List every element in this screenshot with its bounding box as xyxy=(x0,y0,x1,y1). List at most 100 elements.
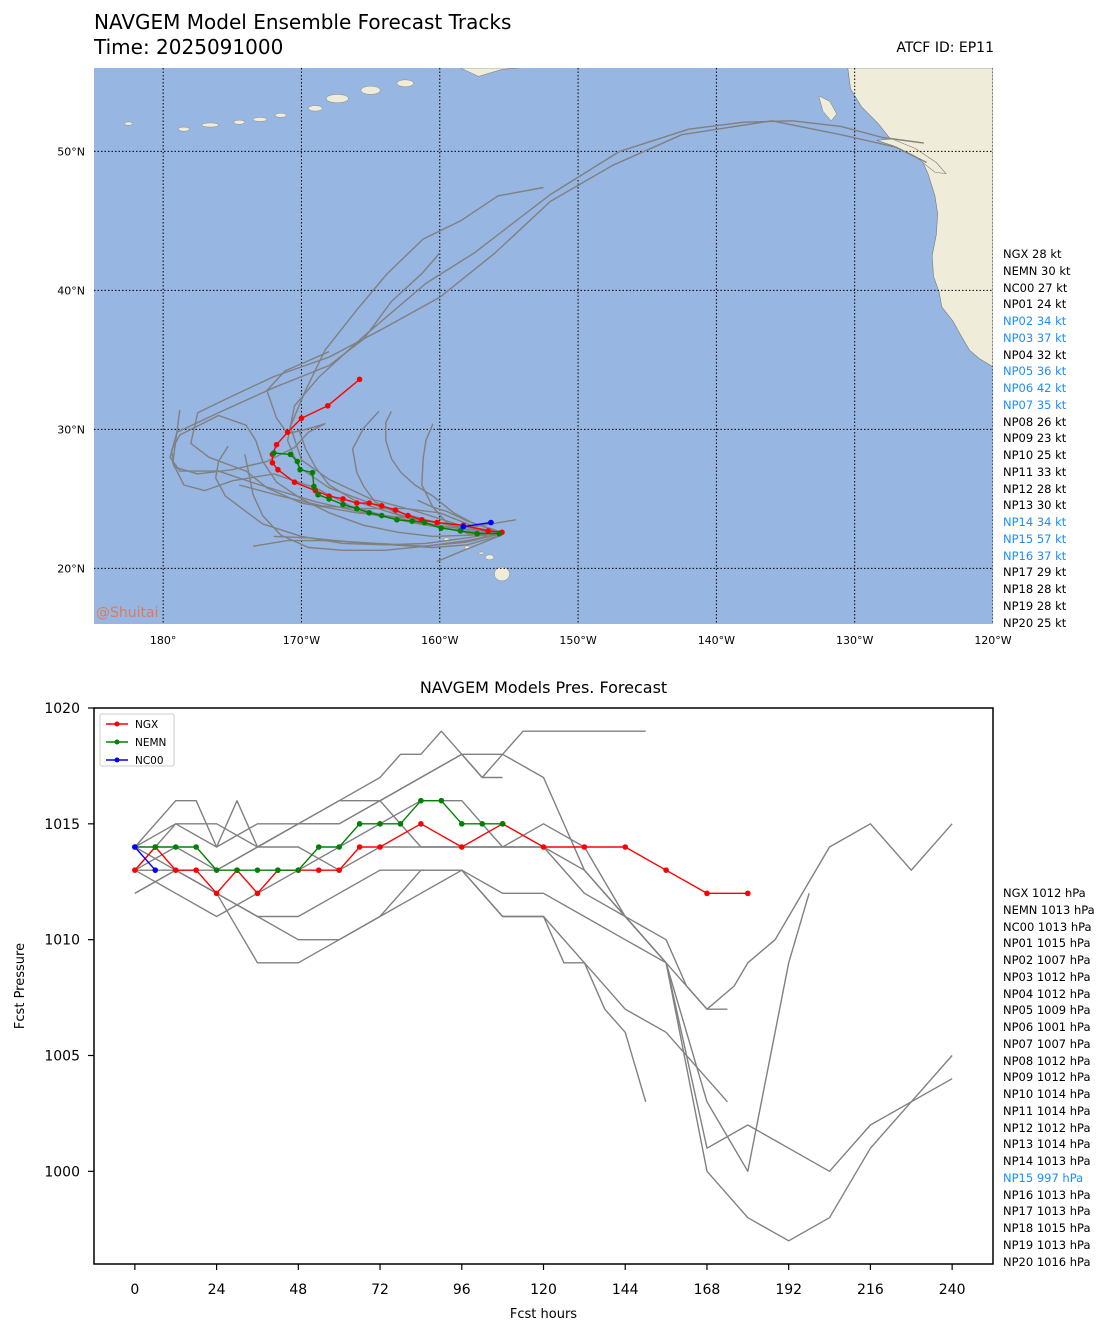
legend-marker-ngx xyxy=(114,721,120,727)
track-np16 xyxy=(436,534,503,563)
pressure-point-ngx xyxy=(356,844,363,850)
track-point-nemn xyxy=(297,466,303,473)
aleutian-island xyxy=(274,112,287,118)
track-point-ngx xyxy=(269,459,276,466)
track-point-nemn xyxy=(496,530,503,537)
aleutian-island xyxy=(396,79,414,87)
pressure-point-ngx xyxy=(336,867,342,873)
aleutian-island xyxy=(308,105,323,112)
pressure-point-ngx xyxy=(213,890,220,897)
track-legend-item: NP04 32 kt xyxy=(1003,347,1067,362)
track-legend-item: NGX 28 kt xyxy=(1003,247,1062,261)
track-legend-item: NP10 25 kt xyxy=(1003,448,1067,462)
track-point-ngx xyxy=(275,466,281,473)
track-legend-item: NP11 33 kt xyxy=(1003,464,1067,479)
pressure-point-nemn xyxy=(356,821,363,827)
track-point-nemn xyxy=(309,469,316,476)
x-tick-label: 120 xyxy=(530,1282,557,1298)
track-legend-item: NP20 25 kt xyxy=(1003,615,1067,630)
lon-tick-label: 140°W xyxy=(698,634,735,647)
pressure-point-nemn xyxy=(275,867,281,873)
pressure-legend-item: NP19 1013 hPa xyxy=(1003,1237,1091,1252)
legend-label-ngx: NGX xyxy=(135,719,158,731)
x-axis-label: Fcst hours xyxy=(510,1307,577,1322)
x-tick-label: 0 xyxy=(130,1282,139,1298)
pressure-point-nemn xyxy=(377,821,383,827)
pressure-line-nc00 xyxy=(134,846,156,871)
x-tick-label: 240 xyxy=(939,1282,966,1298)
x-tick-label: 192 xyxy=(775,1282,802,1298)
pressure-line-np06 xyxy=(134,846,647,1102)
lat-tick-label: 30°N xyxy=(57,423,85,436)
track-np05 xyxy=(215,445,503,546)
pressure-point-ngx xyxy=(377,844,383,850)
pressure-point-nemn xyxy=(193,844,199,850)
pressure-point-nemn xyxy=(397,821,404,827)
pressure-line-ngx xyxy=(134,823,748,894)
pressure-legend-item: NEMN 1013 hPa xyxy=(1003,902,1095,917)
lon-tick-label: 170°W xyxy=(283,634,320,647)
track-legend-item: NP01 24 kt xyxy=(1003,297,1067,312)
pressure-legend-item: NP13 1014 hPa xyxy=(1003,1137,1091,1152)
track-legend-item: NP02 34 kt xyxy=(1003,314,1067,328)
track-legend-item: NP13 30 kt xyxy=(1003,498,1067,513)
track-point-nc00 xyxy=(488,519,494,526)
track-point-nemn xyxy=(287,451,294,458)
pressure-legend-item: NP04 1012 hPa xyxy=(1003,986,1091,1001)
track-legend-item: NP09 23 kt xyxy=(1003,431,1067,446)
pressure-legend-box xyxy=(99,713,175,767)
track-point-nemn xyxy=(394,516,400,523)
track-point-ngx xyxy=(366,500,373,506)
aleutian-island xyxy=(178,126,190,132)
pressure-point-nemn xyxy=(438,797,445,804)
track-ngx xyxy=(271,378,503,533)
aleutian-island xyxy=(124,121,133,126)
track-point-ngx xyxy=(273,441,280,448)
north-america-land xyxy=(847,68,993,368)
pressure-legend-item: NP16 1013 hPa xyxy=(1003,1187,1091,1202)
track-point-ngx xyxy=(434,519,440,526)
x-tick-label: 144 xyxy=(612,1282,639,1298)
y-tick-label: 1015 xyxy=(44,817,80,833)
pressure-legend-item: NP05 1009 hPa xyxy=(1003,1003,1091,1018)
lon-tick-label: 130°W xyxy=(836,634,873,647)
track-point-ngx xyxy=(291,479,298,486)
track-np15 xyxy=(273,534,503,549)
x-tick-label: 72 xyxy=(371,1282,389,1298)
track-legend-item: NP07 35 kt xyxy=(1003,397,1067,412)
pressure-line-nemn xyxy=(134,800,503,871)
pressure-legend-item: NP08 1012 hPa xyxy=(1003,1053,1091,1068)
track-point-ngx xyxy=(353,500,360,506)
pressure-legend-item: NP20 1016 hPa xyxy=(1003,1254,1091,1269)
track-legend-item: NP16 37 kt xyxy=(1003,548,1067,563)
lat-tick-label: 20°N xyxy=(57,562,85,575)
track-np02 xyxy=(190,120,927,533)
legend-label-nemn: NEMN xyxy=(135,737,166,749)
pressure-legend-item: NP15 997 hPa xyxy=(1003,1170,1084,1185)
pressure-line-np02 xyxy=(134,800,953,1172)
aleutian-island xyxy=(326,94,349,103)
pressure-line-np01 xyxy=(134,800,810,1172)
pressure-legend-item: NP10 1014 hPa xyxy=(1003,1087,1091,1101)
pressure-legend-item: NP03 1012 hPa xyxy=(1003,969,1091,984)
lat-tick-label: 50°N xyxy=(57,145,85,158)
legend-label-nc00: NC00 xyxy=(135,755,164,767)
track-legend-item: NP06 42 kt xyxy=(1003,381,1067,395)
lon-tick-label: 180° xyxy=(150,634,177,647)
pressure-point-ngx xyxy=(254,890,261,897)
track-legend-item: NP05 36 kt xyxy=(1003,364,1067,379)
pressure-point-ngx xyxy=(315,867,322,873)
track-point-ngx xyxy=(298,415,305,422)
track-point-nemn xyxy=(366,510,373,516)
track-legend-item: NC00 27 kt xyxy=(1003,280,1068,295)
pressure-point-nemn xyxy=(152,844,159,850)
track-point-nemn xyxy=(409,518,415,524)
pressure-point-ngx xyxy=(663,867,669,873)
pressure-chart-title: NAVGEM Models Pres. Forecast xyxy=(420,678,667,697)
map-time: Time: 2025091000 xyxy=(94,35,284,59)
pressure-point-nc00 xyxy=(132,844,138,850)
track-point-nemn xyxy=(311,483,317,490)
track-legend-item: NP03 37 kt xyxy=(1003,330,1067,345)
hawaiian-island xyxy=(478,551,485,555)
pressure-point-nemn xyxy=(458,821,465,827)
